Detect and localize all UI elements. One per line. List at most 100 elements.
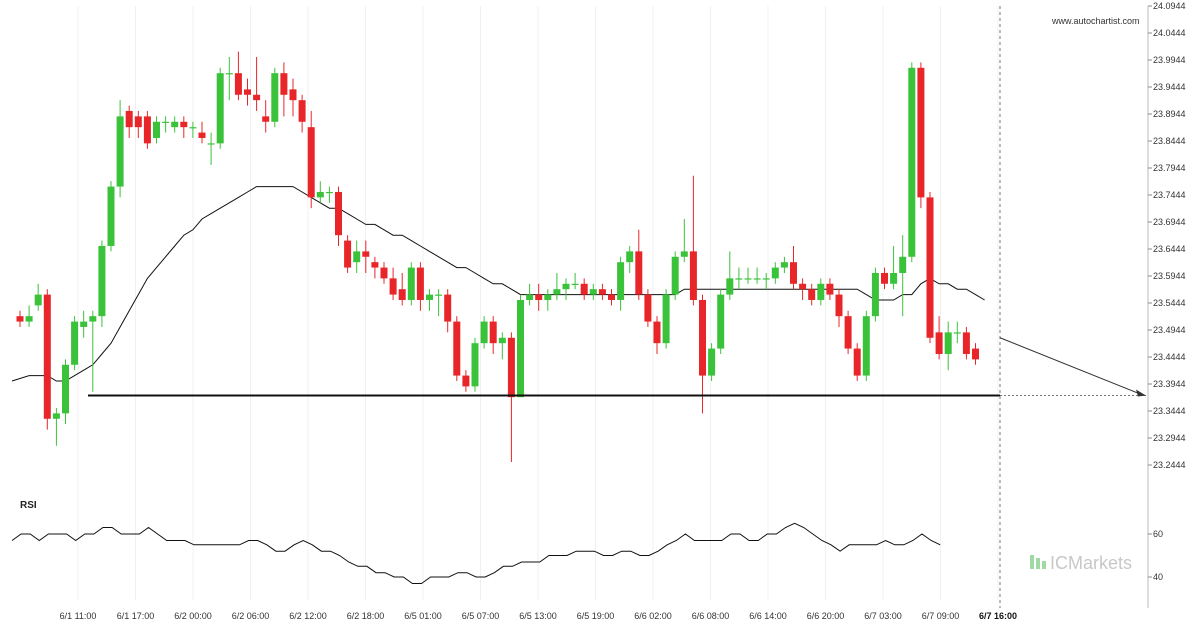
candle-body <box>134 116 142 128</box>
candle-body <box>198 132 206 138</box>
candle-bullish <box>890 245 898 290</box>
time-tick-label: 6/6 08:00 <box>692 611 730 621</box>
time-tick-label: 6/7 03:00 <box>864 611 902 621</box>
candle-bearish <box>134 110 142 138</box>
candle-body <box>234 73 242 95</box>
candle-bullish <box>426 289 433 311</box>
time-tick-label: 6/2 00:00 <box>174 611 212 621</box>
price-tick-label: 23.8444 <box>1153 136 1186 146</box>
candle-body <box>890 272 898 284</box>
candle-bullish <box>62 359 69 425</box>
price-tick-labels: 24.0944 24.0444 23.9944 23.9444 23.8944 23.84… <box>1148 1 1186 470</box>
candle-bearish <box>244 78 251 106</box>
candle-bearish <box>935 316 943 360</box>
candle-body <box>589 289 597 295</box>
time-tick-label: 6/2 12:00 <box>289 611 327 621</box>
candle-body <box>817 283 825 300</box>
rsi-tick-label: 60 <box>1153 529 1163 539</box>
candle-body <box>598 289 606 295</box>
candle-body <box>680 251 688 257</box>
rsi-tick-label: 40 <box>1153 572 1163 582</box>
price-tick-label: 23.6444 <box>1153 244 1186 254</box>
candle-body <box>80 321 88 327</box>
candle-bullish <box>680 218 688 263</box>
candle-bullish <box>708 343 716 381</box>
candle-bearish <box>307 110 315 209</box>
candle-body <box>498 337 506 344</box>
candle-bullish <box>353 240 361 273</box>
candle-bearish <box>198 121 206 144</box>
candle-bearish <box>143 110 151 149</box>
candle-bearish <box>972 343 979 365</box>
candle-body <box>626 251 634 263</box>
candle-bullish <box>771 262 779 284</box>
candle-bearish <box>453 316 461 381</box>
candle-body <box>71 321 79 365</box>
time-tick-label: 6/2 06:00 <box>232 611 270 621</box>
candle-body <box>780 262 788 268</box>
candle-bullish <box>271 67 279 128</box>
candle-bullish <box>626 245 634 273</box>
candle-bearish <box>289 78 297 117</box>
candle-bearish <box>962 326 970 360</box>
candle-bearish <box>790 245 797 290</box>
candle-body <box>771 267 779 279</box>
time-tick-label: 6/1 11:00 <box>60 611 97 621</box>
candle-body <box>689 251 697 300</box>
candle-body <box>571 283 579 285</box>
candle-body <box>580 283 588 295</box>
candle-bearish <box>835 289 843 327</box>
candle-body <box>371 262 379 268</box>
candle-bullish <box>562 278 570 300</box>
candle-bullish <box>617 256 625 311</box>
candle-body <box>462 375 470 387</box>
candle-body <box>453 321 461 376</box>
candle-bearish <box>16 310 24 327</box>
candle-bullish <box>662 289 670 349</box>
rsi-title: RSI <box>20 500 37 511</box>
candle-bearish <box>881 267 888 290</box>
price-tick-label: 23.7444 <box>1153 190 1186 200</box>
candle-bearish <box>280 62 288 117</box>
candle-bearish <box>389 267 397 300</box>
price-tick-label: 23.8944 <box>1153 109 1186 119</box>
time-tick-label: 6/2 18:00 <box>347 611 385 621</box>
candle-body <box>98 245 106 317</box>
candle-body <box>444 294 452 322</box>
time-tick-labels: 6/1 11:00 6/1 17:00 6/2 00:00 6/2 06:00 6/2 … <box>60 611 1017 621</box>
candle-body <box>125 110 133 128</box>
candle-bullish <box>225 56 233 101</box>
candle-bearish <box>362 240 370 273</box>
candle-bullish <box>407 262 415 306</box>
rsi-line <box>11 522 941 584</box>
brand-logo: ICMarkets <box>1030 553 1132 573</box>
candle-bullish <box>471 337 479 392</box>
candle-bullish <box>25 305 33 327</box>
candle-bearish <box>598 283 606 300</box>
price-tick-label: 23.4944 <box>1153 325 1186 335</box>
candle-body <box>335 191 342 236</box>
candle-body <box>207 143 215 145</box>
candle-body <box>871 272 879 317</box>
brand-logo-bar-1 <box>1030 555 1034 569</box>
candle-bearish <box>926 191 934 344</box>
candle-bullish <box>34 283 42 311</box>
candle-bullish <box>153 116 160 144</box>
candle-body <box>407 267 415 300</box>
candle-body <box>790 262 797 284</box>
candle-body <box>298 100 306 122</box>
candle-body <box>917 67 925 198</box>
candle-bearish <box>43 289 51 430</box>
candle-bearish <box>489 316 497 354</box>
candle-bullish <box>498 332 506 360</box>
candle-body <box>935 332 943 354</box>
candle-body <box>380 267 388 279</box>
projection-arrow-head <box>1136 389 1146 397</box>
time-tick-label: 6/5 01:00 <box>404 611 442 621</box>
candle-bullish <box>862 310 870 381</box>
candle-bullish <box>944 321 952 371</box>
candle-body <box>662 294 670 344</box>
candle-bullish <box>517 294 524 398</box>
candle-body <box>289 89 297 101</box>
candle-bullish <box>189 121 197 138</box>
